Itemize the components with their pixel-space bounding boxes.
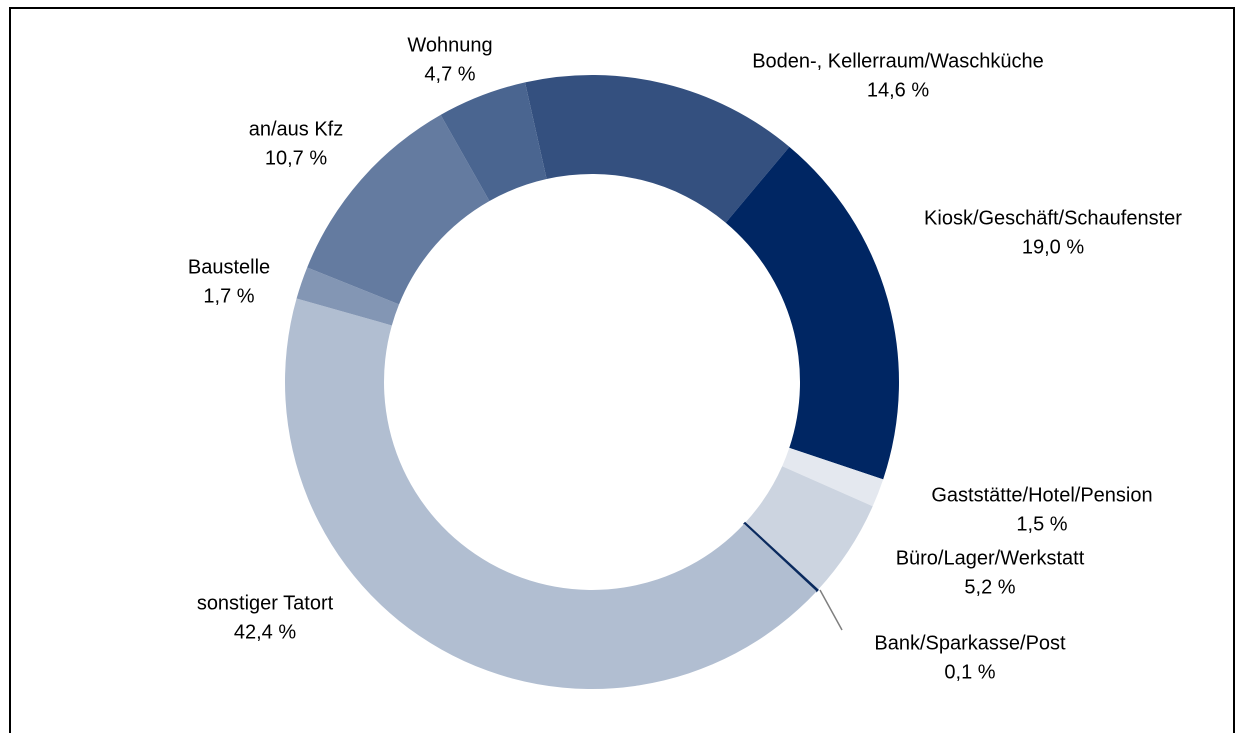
value-label: 4,7 % <box>424 63 475 85</box>
value-label: 42,4 % <box>234 621 296 643</box>
value-label: 14,6 % <box>867 79 929 101</box>
frame <box>9 7 1235 733</box>
slice-label: sonstiger Tatort <box>197 592 334 614</box>
donut-slice <box>296 267 400 326</box>
slice-label: Kiosk/Geschäft/Schaufenster <box>924 207 1182 229</box>
value-label: 19,0 % <box>1022 236 1084 258</box>
donut-slice <box>725 146 899 480</box>
donut-slice <box>307 114 490 305</box>
slice-label: Büro/Lager/Werkstatt <box>896 547 1085 569</box>
donut-slice <box>743 521 819 593</box>
donut-slice <box>745 466 873 590</box>
donut-slice <box>782 447 884 507</box>
value-label: 10,7 % <box>265 147 327 169</box>
value-label: 0,1 % <box>944 661 995 683</box>
donut-slice <box>525 74 790 223</box>
slice-label: Bank/Sparkasse/Post <box>874 632 1066 654</box>
value-label: 1,5 % <box>1016 513 1067 535</box>
slice-label: Baustelle <box>188 256 270 278</box>
slice-label: Gaststätte/Hotel/Pension <box>931 484 1152 506</box>
donut-slice <box>285 298 817 689</box>
slice-label: Boden-, Kellerraum/Waschküche <box>752 50 1044 72</box>
donut-slice <box>440 82 547 202</box>
slice-label: an/aus Kfz <box>249 118 344 140</box>
value-label: 5,2 % <box>964 576 1015 598</box>
value-label: 1,7 % <box>203 285 254 307</box>
leader-line <box>819 589 843 631</box>
slice-label: Wohnung <box>407 34 492 56</box>
